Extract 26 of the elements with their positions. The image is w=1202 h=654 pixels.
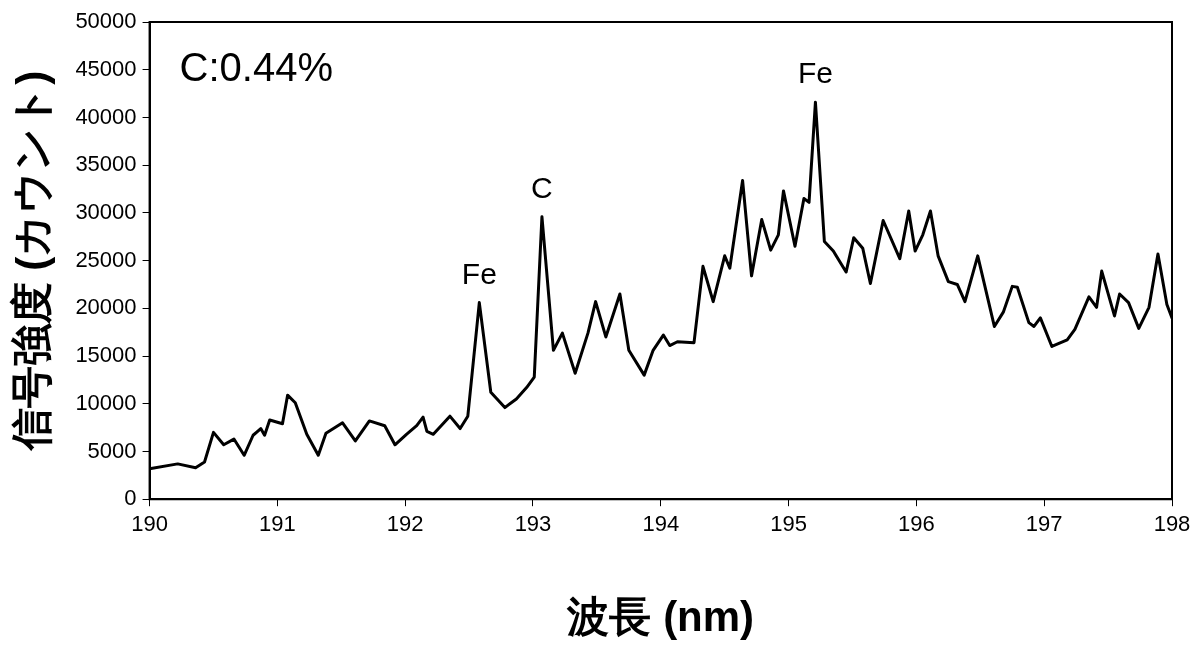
y-tick-label: 20000 xyxy=(75,294,137,320)
y-tick-label: 25000 xyxy=(75,246,137,272)
y-tick-label: 5000 xyxy=(87,437,137,463)
x-tick-label: 195 xyxy=(770,511,807,537)
x-tick-label: 194 xyxy=(642,511,680,537)
annotation: C:0.44% xyxy=(179,45,333,90)
x-tick-label: 193 xyxy=(514,511,552,537)
x-tick-label: 197 xyxy=(1025,511,1063,537)
annotation: C xyxy=(531,170,553,204)
y-tick-label: 40000 xyxy=(75,103,137,129)
y-tick-label: 45000 xyxy=(75,55,137,81)
annotation: Fe xyxy=(461,256,497,290)
y-tick-label: 15000 xyxy=(75,342,137,368)
y-tick-label: 0 xyxy=(124,485,137,511)
x-axis-title: 波長 (nm) xyxy=(566,593,755,641)
annotation: Fe xyxy=(797,56,833,90)
x-tick-label: 196 xyxy=(898,511,935,537)
x-tick-label: 191 xyxy=(259,511,296,537)
y-tick-label: 10000 xyxy=(75,389,137,415)
y-tick-label: 35000 xyxy=(75,151,137,177)
y-axis-title: 信号強度 (カウント) xyxy=(7,70,55,453)
x-tick-label: 190 xyxy=(131,511,168,537)
y-tick-label: 50000 xyxy=(75,8,137,34)
x-tick-label: 198 xyxy=(1153,511,1191,537)
y-tick-label: 30000 xyxy=(75,198,137,224)
x-tick-label: 192 xyxy=(386,511,424,537)
